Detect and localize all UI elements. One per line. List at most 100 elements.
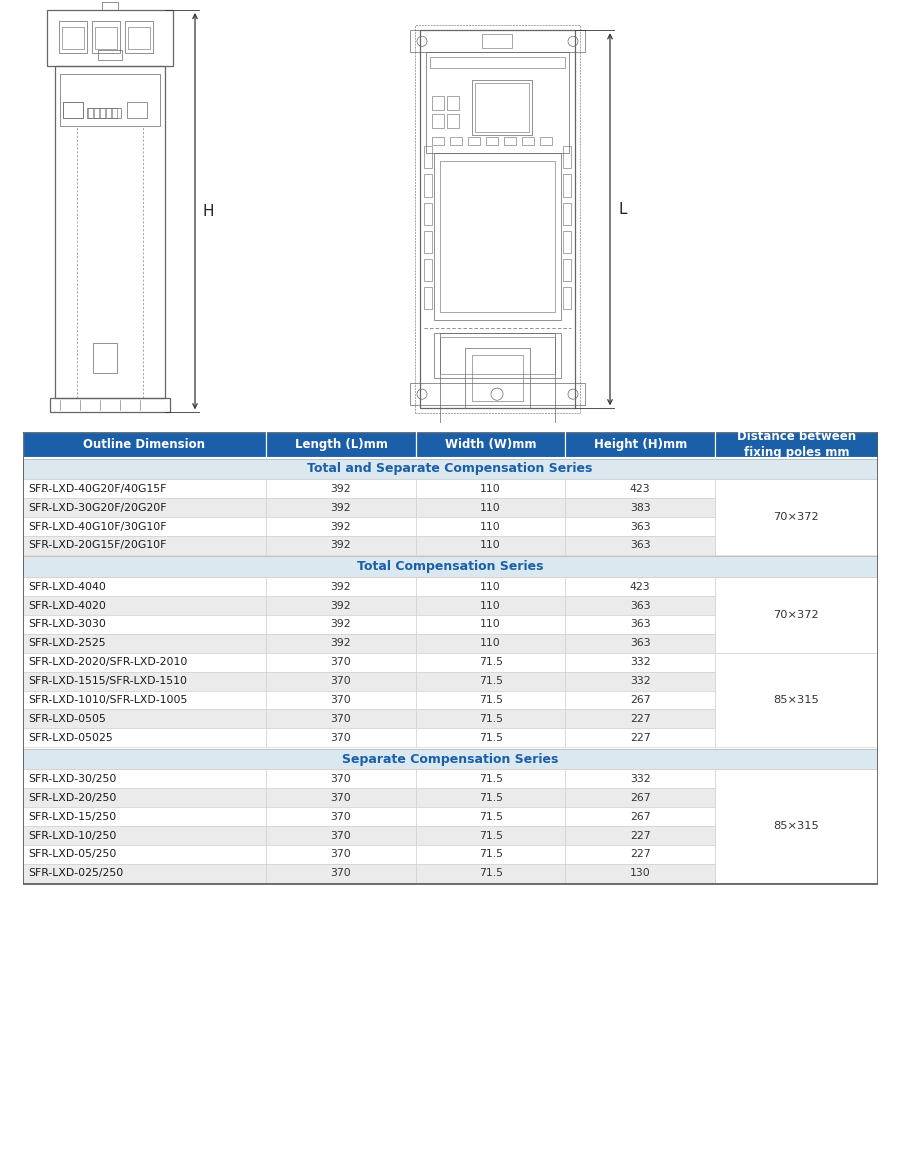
Bar [266, 653, 416, 672]
Bar [415, 26, 580, 413]
Bar [424, 174, 432, 196]
Text: H: H [203, 204, 214, 219]
Bar [440, 333, 555, 423]
Text: 392: 392 [330, 638, 351, 648]
Bar [92, 21, 120, 53]
Bar [420, 30, 575, 408]
Bar [22, 769, 266, 789]
Text: 110: 110 [481, 522, 501, 531]
Text: W: W [103, 433, 118, 448]
Text: 423: 423 [630, 484, 651, 494]
Text: 71.5: 71.5 [479, 733, 502, 742]
Text: 363: 363 [630, 541, 651, 551]
Bar [522, 137, 534, 145]
Bar [50, 398, 170, 412]
Bar [504, 137, 516, 145]
Bar [432, 96, 444, 110]
Text: 71.5: 71.5 [479, 849, 502, 860]
Bar [416, 517, 565, 536]
Bar [563, 231, 571, 253]
Bar [715, 578, 878, 653]
Bar [432, 137, 444, 145]
Bar [100, 108, 105, 118]
Bar [128, 27, 150, 50]
Bar [416, 615, 565, 633]
Bar [22, 479, 266, 498]
Text: 370: 370 [330, 658, 351, 667]
Bar [475, 82, 529, 132]
Text: SFR-LXD-2020/SFR-LXD-2010: SFR-LXD-2020/SFR-LXD-2010 [29, 658, 188, 667]
Text: Distance between
fixing poles mm: Distance between fixing poles mm [737, 429, 856, 458]
Bar [266, 479, 416, 498]
Bar [416, 672, 565, 690]
Bar [472, 80, 532, 135]
Bar [63, 102, 83, 118]
Bar [22, 432, 266, 457]
Text: SFR-LXD-15/250: SFR-LXD-15/250 [29, 812, 117, 821]
Bar [22, 432, 878, 884]
Text: Width (W)mm: Width (W)mm [445, 437, 536, 451]
Bar [472, 355, 523, 401]
Bar [565, 672, 715, 690]
Bar [565, 536, 715, 554]
Bar [22, 653, 266, 672]
Text: SFR-LXD-2525: SFR-LXD-2525 [29, 638, 106, 648]
Bar [416, 789, 565, 807]
Text: 267: 267 [630, 695, 651, 705]
Bar [95, 27, 117, 50]
Bar [266, 498, 416, 517]
Text: 71.5: 71.5 [479, 812, 502, 821]
Text: 392: 392 [330, 484, 351, 494]
Bar [22, 864, 266, 883]
Bar [266, 517, 416, 536]
Text: 70×372: 70×372 [773, 610, 819, 619]
Bar [106, 108, 111, 118]
Text: 110: 110 [481, 619, 501, 630]
Bar [565, 844, 715, 864]
Bar [565, 864, 715, 883]
Text: 332: 332 [630, 676, 651, 686]
Text: 267: 267 [630, 792, 651, 803]
Bar [410, 383, 585, 405]
Bar [565, 615, 715, 633]
Bar [22, 633, 266, 653]
Bar [715, 769, 878, 883]
Bar [416, 710, 565, 728]
Bar [440, 336, 555, 374]
Text: SFR-LXD-20/250: SFR-LXD-20/250 [29, 792, 117, 803]
Bar [424, 288, 432, 310]
Text: Total and Separate Compensation Series: Total and Separate Compensation Series [307, 463, 593, 476]
Bar [424, 231, 432, 253]
Bar [22, 458, 878, 479]
Bar [540, 137, 552, 145]
Bar [565, 578, 715, 596]
Text: SFR-LXD-20G15F/20G10F: SFR-LXD-20G15F/20G10F [29, 541, 166, 551]
Text: 227: 227 [630, 831, 651, 841]
Bar [447, 114, 459, 128]
Bar [125, 21, 153, 53]
Text: SFR-LXD-4040: SFR-LXD-4040 [29, 581, 106, 592]
Bar [266, 769, 416, 789]
Bar [60, 73, 160, 126]
Bar [266, 826, 416, 844]
Bar [447, 96, 459, 110]
Bar [416, 633, 565, 653]
Bar [563, 259, 571, 281]
Text: 363: 363 [630, 601, 651, 610]
Bar [565, 517, 715, 536]
Bar [55, 65, 165, 398]
Bar [22, 748, 878, 769]
Bar [563, 146, 571, 168]
Text: SFR-LXD-40G20F/40G15F: SFR-LXD-40G20F/40G15F [29, 484, 166, 494]
Text: 110: 110 [481, 638, 501, 648]
Bar [22, 578, 266, 596]
Bar [266, 432, 416, 457]
Bar [563, 288, 571, 310]
Bar [22, 789, 266, 807]
Bar [565, 826, 715, 844]
Bar [22, 672, 266, 690]
Text: 70×372: 70×372 [773, 512, 819, 522]
Bar [22, 807, 266, 826]
Bar [266, 728, 416, 747]
Bar [93, 342, 117, 374]
